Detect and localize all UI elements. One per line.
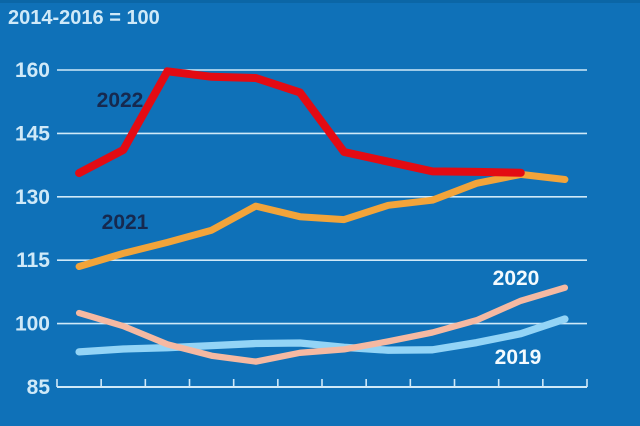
index-base-note: 2014-2016 = 100 [8, 7, 160, 29]
top-edge-artifact [0, 0, 640, 3]
y-axis-label-100: 100 [15, 313, 50, 336]
series-line-2019 [75, 315, 569, 356]
series-label-2019: 2019 [495, 346, 542, 369]
y-axis-label-85: 85 [27, 376, 51, 399]
y-axis-label-160: 160 [15, 59, 50, 82]
series-line-2020 [75, 284, 569, 365]
y-axis-label-115: 115 [16, 249, 50, 272]
series-label-2020: 2020 [493, 267, 540, 290]
series-line-2021 [75, 170, 569, 270]
y-axis-label-130: 130 [15, 186, 50, 209]
series-label-2022: 2022 [97, 89, 144, 112]
y-axis-label-145: 145 [15, 122, 50, 145]
series-line-2022 [75, 67, 525, 178]
series-label-2021: 2021 [102, 211, 149, 234]
